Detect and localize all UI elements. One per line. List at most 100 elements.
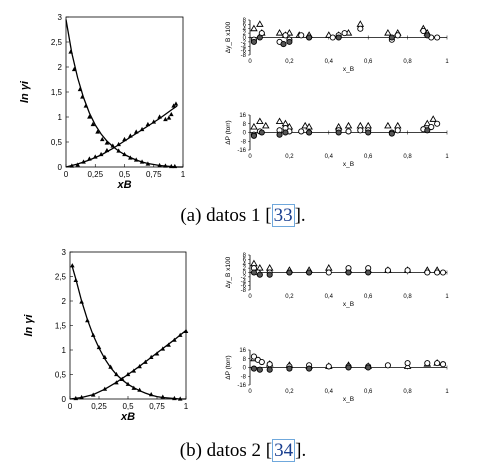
- y-tick-label-0-tr: -6: [241, 49, 247, 55]
- x-axis-label-1-left: xB: [120, 411, 135, 423]
- x-axis-label-0-left: xB: [116, 179, 131, 191]
- caption-a-suffix: ].: [294, 205, 306, 226]
- open-circle-marker-1-br: [434, 360, 441, 367]
- y-tick-label-1-left: 1,5: [55, 322, 67, 331]
- triangle-marker-0-tr: [256, 20, 264, 27]
- data-point-1-left-0: [160, 394, 166, 399]
- open-circle-marker-1-br: [440, 361, 447, 368]
- filled-circle-marker-0-tr: [335, 34, 342, 41]
- x-axis-label-1-br: x_B: [343, 396, 354, 403]
- filled-circle-marker-0-tr: [286, 38, 293, 45]
- data-point-1-left-0: [90, 332, 96, 337]
- y-tick-label-0-left: 0: [58, 163, 63, 172]
- data-point-1-left-0: [70, 263, 75, 268]
- open-circle-marker-1-tr: [384, 267, 391, 274]
- x-tick-label-1-br: 1: [445, 389, 449, 395]
- y-tick-label-0-left: 1,5: [51, 88, 63, 97]
- filled-circle-marker-1-br: [266, 366, 273, 373]
- data-point-0-left-1: [69, 163, 75, 168]
- data-point-1-left-1: [73, 395, 79, 401]
- x-tick-label-0-br: 0: [248, 154, 252, 160]
- open-circle-marker-1-br: [404, 360, 411, 367]
- data-point-0-left-1: [116, 141, 121, 147]
- filled-circle-marker-1-tr: [256, 271, 263, 278]
- y-tick-label-1-br: 16: [239, 348, 246, 354]
- y-tick-label-1-tr: 0: [243, 271, 247, 277]
- data-point-1-left-1: [177, 332, 183, 337]
- filled-circle-marker-1-br: [286, 365, 293, 372]
- y-tick-label-1-left: 1: [62, 346, 67, 355]
- y-tick-label-1-left: 3: [62, 248, 67, 257]
- y-axis-label-0-tr: Δy_B x100: [225, 21, 232, 53]
- x-tick-label-0-left: 0,75: [146, 170, 162, 179]
- data-point-0-left-1: [173, 101, 179, 106]
- y-axis-label-1-tr: Δy_B x100: [225, 256, 232, 288]
- x-tick-label-1-tr: 0,8: [403, 294, 412, 300]
- y-tick-label-1-tr: -4: [241, 279, 247, 285]
- y-tick-label-0-left: 1: [58, 113, 63, 122]
- data-point-1-left-1: [125, 371, 131, 377]
- data-point-0-left-1: [166, 115, 172, 120]
- caption-b-ref[interactable]: 34: [272, 439, 296, 462]
- data-point-0-left-0: [77, 86, 83, 92]
- x-tick-label-1-br: 0,2: [285, 389, 294, 395]
- x-tick-label-1-tr: 0,4: [325, 294, 334, 300]
- y-tick-label-0-br: -8: [241, 139, 247, 145]
- plot-frame-1-left: [69, 251, 187, 400]
- caption-a-ref[interactable]: 33: [271, 204, 295, 227]
- triangle-marker-0-tr: [275, 29, 284, 36]
- x-tick-label-1-left: 0,25: [91, 402, 107, 411]
- filled-circle-marker-0-tr: [424, 32, 431, 39]
- triangle-marker-0-br: [344, 121, 353, 129]
- open-circle-marker-0-tr: [357, 25, 364, 32]
- data-point-0-left-0: [163, 163, 168, 168]
- data-point-1-left-1: [148, 354, 154, 359]
- y-tick-label-0-tr: -4: [241, 44, 247, 50]
- data-point-0-left-0: [172, 163, 178, 169]
- triangle-marker-0-br: [423, 119, 432, 127]
- data-point-1-left-1: [183, 328, 189, 333]
- y-tick-label-1-tr: -6: [241, 284, 247, 290]
- data-point-1-left-0: [172, 395, 177, 401]
- open-circle-marker-0-br: [298, 128, 305, 135]
- y-tick-label-0-tr: 2: [243, 31, 247, 37]
- data-point-0-left-1: [98, 151, 104, 157]
- filled-circle-marker-0-br: [306, 129, 313, 136]
- y-tick-label-0-left: 0,5: [51, 138, 63, 147]
- y-tick-label-0-br: 8: [243, 122, 247, 128]
- data-point-1-left-1: [160, 346, 166, 351]
- triangle-marker-1-tr: [265, 264, 274, 271]
- open-circle-marker-1-br: [250, 353, 257, 360]
- y-tick-label-1-br: -16: [237, 383, 246, 389]
- y-tick-label-0-left: 2: [58, 63, 63, 72]
- filled-circle-marker-0-tr: [250, 38, 257, 45]
- y-axis-label-1-left: ln γi: [23, 314, 35, 337]
- filled-circle-marker-1-tr: [306, 269, 313, 276]
- open-circle-marker-0-tr: [394, 32, 401, 39]
- x-tick-label-1-tr: 0,2: [285, 294, 294, 300]
- filled-circle-marker-0-tr: [306, 34, 313, 41]
- data-point-0-left-1: [104, 147, 110, 153]
- data-point-0-left-1: [87, 156, 92, 161]
- triangle-marker-0-br: [261, 121, 270, 129]
- x-tick-label-0-br: 1: [445, 154, 449, 160]
- y-tick-label-1-br: -8: [241, 374, 247, 380]
- y-tick-label-1-left: 0: [62, 395, 67, 404]
- triangle-marker-0-br: [393, 121, 402, 129]
- y-tick-label-0-br: -16: [237, 148, 246, 154]
- y-tick-label-1-left: 2,5: [55, 273, 67, 282]
- data-point-1-left-1: [114, 380, 119, 385]
- data-point-1-left-1: [102, 386, 108, 391]
- open-circle-marker-0-br: [345, 128, 352, 135]
- open-circle-marker-1-br: [258, 358, 265, 366]
- data-point-1-left-1: [90, 392, 96, 397]
- open-circle-marker-0-tr: [341, 30, 348, 37]
- triangle-marker-0-br: [384, 121, 392, 129]
- triangle-marker-1-tr: [325, 264, 333, 271]
- triangle-marker-0-br: [429, 115, 437, 122]
- data-point-0-left-0: [116, 148, 121, 153]
- y-axis-label-0-left: ln γi: [19, 80, 31, 103]
- data-point-1-left-0: [148, 391, 154, 397]
- y-tick-label-1-left: 2: [62, 297, 67, 306]
